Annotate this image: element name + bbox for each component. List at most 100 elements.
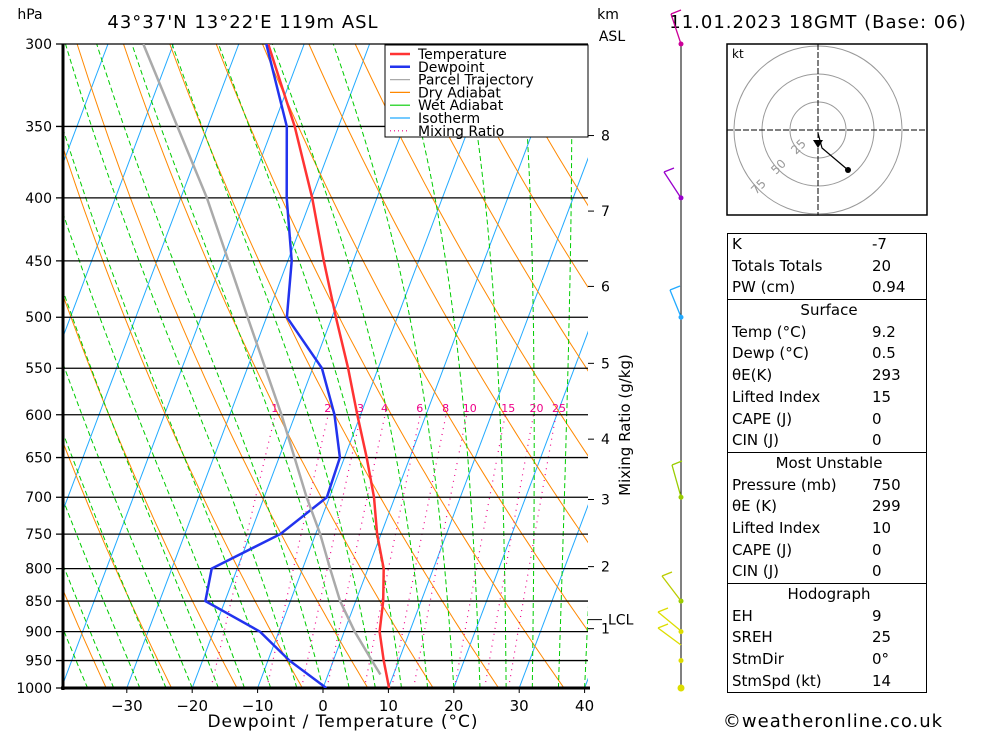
table-value: 293 (872, 366, 901, 385)
table-key: PW (cm) (732, 278, 796, 297)
table-key: Lifted Index (732, 518, 821, 537)
km-tick-label: 7 (601, 204, 610, 220)
table-row: CAPE (J) 0 (732, 409, 926, 431)
dry-adiabat-line (354, 44, 588, 457)
hodograph-end-dot (845, 167, 851, 173)
km-tick-label: 3 (601, 493, 610, 509)
legend-item: Wet Adiabat (418, 98, 504, 114)
indices-table: K -7 Totals Totals 20 PW (cm) 0.94 Surface Temp… (727, 233, 927, 694)
table-value: 0 (872, 431, 882, 450)
legend-item: Temperature (417, 47, 507, 63)
mixing-ratio-label: 10 (463, 402, 477, 415)
table-row: StmSpd (kt) 14 (732, 671, 926, 693)
table-row: Totals Totals 20 (732, 256, 926, 278)
wind-barb-flag (670, 9, 682, 15)
table-key: Totals Totals (732, 256, 823, 275)
mixing-ratio-line (300, 414, 362, 688)
table-key: CAPE (J) (732, 409, 793, 428)
table-value: -7 (872, 235, 887, 253)
temp-tick-label: 0 (318, 697, 328, 715)
table-key: CIN (J) (732, 562, 780, 581)
wind-barb (669, 289, 682, 318)
table-value: 10 (872, 518, 892, 537)
table-key: Dewp (°C) (732, 344, 810, 363)
table-row: PW (cm) 0.94 (732, 277, 926, 299)
wet-adiabat-line (584, 605, 588, 688)
dewpoint-line (204, 44, 342, 688)
wet-adiabat-line (332, 44, 455, 688)
wind-barb (661, 575, 682, 602)
wet-adiabat-line (63, 563, 115, 688)
pressure-tick-label: 300 (25, 37, 52, 53)
mixing-ratio-line (454, 414, 506, 688)
temp-tick-label: −30 (111, 697, 143, 715)
table-row: CIN (J) 0 (732, 561, 926, 583)
table-row: θE(K) 293 (732, 365, 926, 387)
wet-adiabat-line (63, 127, 272, 688)
legend-item: Isotherm (418, 111, 480, 127)
table-row: θE (K) 299 (732, 496, 926, 518)
temp-tick-label: 20 (444, 697, 463, 715)
dry-adiabat-line (215, 44, 565, 688)
wind-barb (670, 13, 682, 45)
section-title: Surface (800, 301, 858, 320)
hodograph-section: Hodograph EH 9 SREH 25 StmDir 0° StmSpd (kt) 14 (727, 583, 927, 694)
table-row: SREH 25 (732, 627, 926, 649)
pressure-tick-label: 1000 (16, 681, 52, 697)
pressure-tick-label: 700 (25, 490, 52, 506)
table-row: Pressure (mb) 750 (732, 475, 926, 497)
table-key: StmDir (732, 650, 784, 669)
mixing-ratio-label: 4 (381, 402, 388, 415)
km-tick-label: 5 (601, 356, 610, 372)
mixing-ratio-label: 1 (271, 402, 278, 415)
table-key: θE (K) (732, 497, 777, 516)
pressure-tick-label: 400 (25, 191, 52, 207)
mixing-ratio-label: 6 (416, 402, 423, 415)
mixing-ratio-line (484, 414, 535, 688)
most-unstable-section: Most Unstable Pressure (mb) 750 θE (K) 299 Li… (727, 451, 927, 583)
temp-tick-label: 40 (575, 697, 594, 715)
parcel-trajectory-line (142, 44, 382, 676)
wind-level-dot (678, 494, 684, 500)
mixing-ratio-line (391, 414, 447, 688)
table-row: Lifted Index 10 (732, 518, 926, 540)
table-key: StmSpd (kt) (732, 671, 822, 690)
wet-adiabat-line (63, 498, 141, 688)
dry-adiabat-line (76, 44, 369, 688)
storm-motion-marker (813, 140, 823, 148)
wind-barb (657, 611, 682, 632)
wind-level-dot (678, 314, 684, 320)
table-value: 0.5 (872, 344, 896, 363)
table-row: Dewp (°C) 0.5 (732, 343, 926, 365)
wind-barb (657, 627, 682, 646)
section-title: Hodograph (787, 585, 871, 603)
km-tick-label: 8 (601, 129, 610, 145)
table-key: Pressure (mb) (732, 475, 837, 494)
lcl-label: LCL (608, 613, 634, 629)
table-key: Lifted Index (732, 387, 821, 406)
dry-adiabat-line (401, 44, 588, 372)
table-value: 20 (872, 256, 892, 275)
wind-barb-flag (669, 285, 681, 291)
wet-adiabat-line (520, 44, 535, 688)
table-key: SREH (732, 628, 773, 647)
pressure-tick-label: 750 (25, 527, 52, 543)
table-row: CAPE (J) 0 (732, 540, 926, 562)
wind-barb-flag (657, 623, 669, 629)
table-value: 0.94 (872, 278, 906, 297)
pressure-tick-label: 650 (25, 451, 52, 467)
pressure-tick-label: 500 (25, 310, 52, 326)
wet-adiabat-line (398, 44, 481, 688)
location-title: 43°37'N 13°22'E 119m ASL (107, 12, 378, 33)
wet-adiabat-line (557, 44, 573, 688)
wind-barb (663, 171, 682, 199)
table-value: 25 (872, 628, 892, 647)
mixing-ratio-label: 3 (357, 402, 364, 415)
km-tick-label: 1 (601, 622, 610, 638)
wind-barb-flag (663, 167, 675, 173)
pressure-tick-label: 450 (25, 254, 52, 270)
wind-barb-flag (661, 571, 673, 577)
pressure-tick-label: 600 (25, 408, 52, 424)
